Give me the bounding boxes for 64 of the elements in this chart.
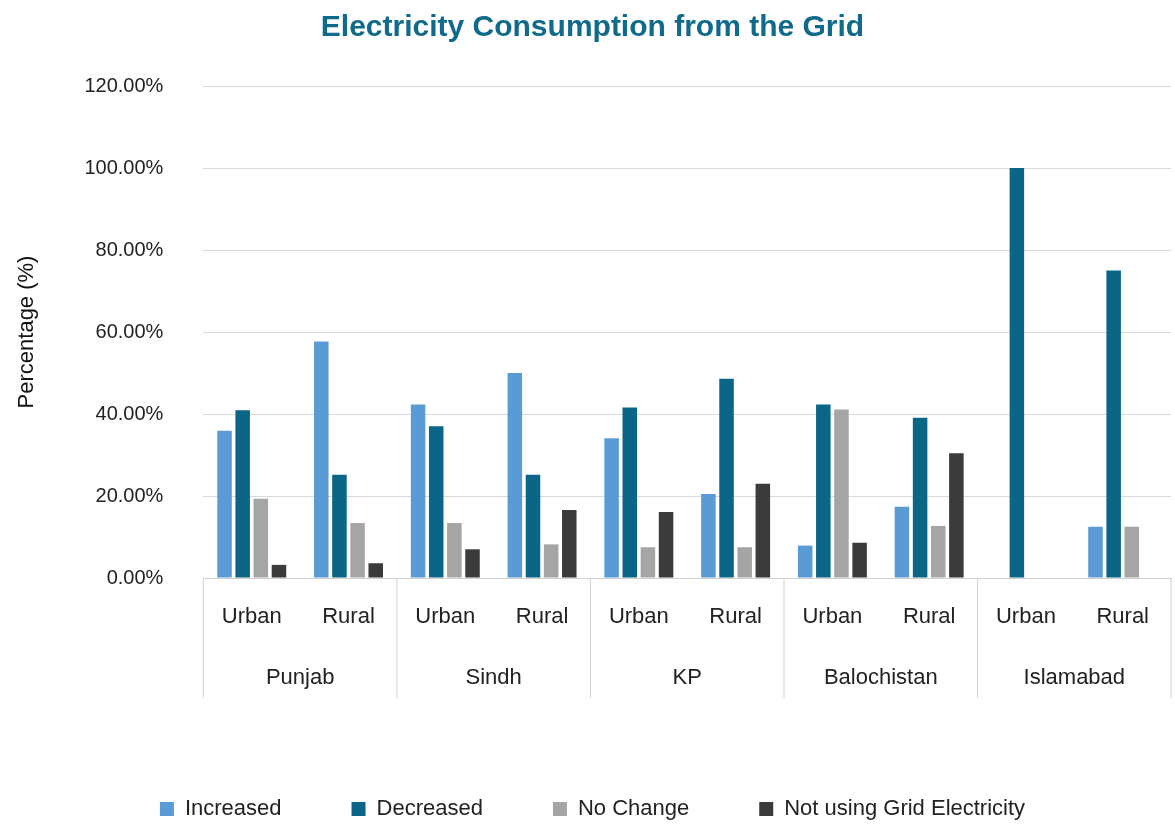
bar	[834, 409, 849, 578]
bar	[930, 525, 946, 578]
x-tick-label: Rural	[1096, 603, 1149, 629]
bar	[816, 404, 831, 578]
bar	[797, 545, 813, 578]
bar	[507, 373, 523, 578]
chart-title: Electricity Consumption from the Grid	[320, 9, 865, 43]
legend-label: No Change	[577, 795, 690, 821]
bar	[852, 542, 867, 578]
bar	[1088, 526, 1103, 578]
bar	[737, 547, 752, 578]
bar	[217, 430, 232, 578]
bar	[235, 410, 250, 578]
bar	[1124, 526, 1140, 578]
x-tick-label: Rural	[322, 603, 375, 629]
y-axis-title: Percentage (%)	[13, 255, 39, 409]
bar	[271, 564, 287, 578]
bar	[562, 509, 577, 578]
x-tick-label: Rural	[902, 603, 956, 629]
bar	[465, 549, 480, 578]
y-tick-label: 20.00%	[95, 483, 164, 506]
bar	[332, 474, 347, 578]
bar	[949, 453, 964, 578]
x-tick-label: Urban	[221, 603, 282, 629]
y-tick-label: 60.00%	[95, 319, 164, 342]
legend-label: Decreased	[376, 795, 483, 821]
x-tick-label: Rural	[515, 603, 569, 629]
bar	[894, 506, 910, 578]
bar	[1106, 270, 1121, 578]
bar	[525, 474, 541, 578]
bar	[658, 511, 674, 578]
x-tick-label: Rural	[709, 603, 762, 629]
y-tick-label: 120.00%	[84, 73, 164, 96]
bar	[350, 523, 365, 578]
bar	[253, 498, 269, 578]
bar	[428, 426, 444, 578]
bar	[912, 417, 928, 578]
bar	[604, 438, 619, 578]
legend-label: Not using Grid Electricity	[784, 795, 1026, 821]
bar	[640, 547, 656, 578]
text: Punjab	[265, 664, 335, 690]
bar	[719, 378, 734, 578]
legend-label: Increased	[184, 795, 282, 821]
x-tick-label: Urban	[995, 603, 1056, 629]
x-tick-label: Urban	[802, 603, 863, 629]
y-tick-label: 0.00%	[106, 565, 164, 588]
bar	[447, 523, 462, 578]
bar	[368, 563, 383, 578]
text: Sindh	[465, 664, 522, 690]
bar	[314, 341, 329, 578]
bar	[1009, 168, 1025, 578]
bar	[543, 544, 559, 578]
bar	[410, 404, 426, 578]
bar	[622, 407, 638, 578]
text: KP	[672, 664, 702, 690]
y-tick-label: 80.00%	[95, 237, 164, 260]
y-tick-label: 100.00%	[84, 155, 164, 178]
text: Islamabad	[1023, 664, 1126, 690]
bar	[701, 493, 716, 578]
y-tick-label: 40.00%	[95, 401, 164, 424]
x-tick-label: Urban	[608, 603, 669, 629]
text: Balochistan	[823, 664, 938, 690]
x-tick-label: Urban	[415, 603, 476, 629]
bar	[755, 483, 771, 578]
